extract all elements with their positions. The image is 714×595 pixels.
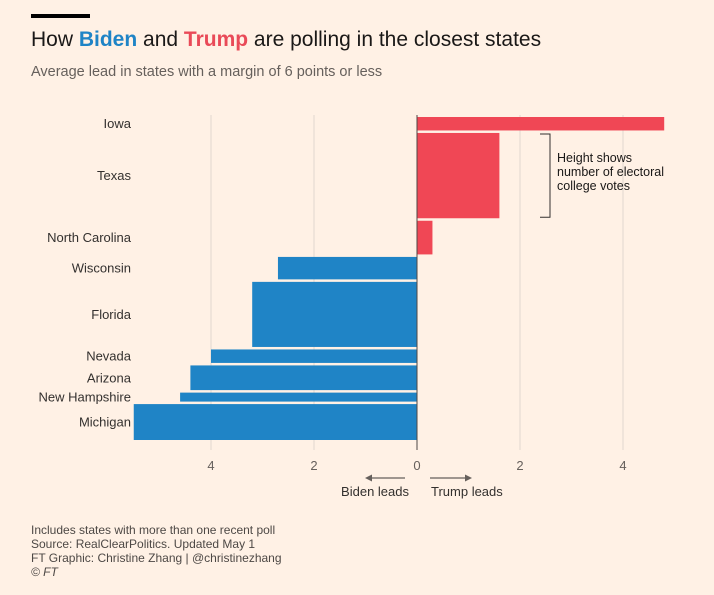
- category-label: New Hampshire: [39, 390, 131, 405]
- annotation-text: college votes: [557, 179, 630, 193]
- category-label: Wisconsin: [72, 261, 131, 276]
- x-tick-label: 4: [619, 458, 626, 473]
- category-label: Michigan: [79, 415, 131, 430]
- x-tick-label: 2: [310, 458, 317, 473]
- bar-arizona: [190, 365, 417, 391]
- footer-note: Includes states with more than one recen…: [31, 523, 276, 537]
- footer-credit: FT Graphic: Christine Zhang | @christine…: [31, 551, 282, 565]
- trump-arrow-head: [465, 474, 472, 482]
- category-label: Arizona: [87, 370, 132, 385]
- category-label: North Carolina: [47, 230, 132, 245]
- bar-texas: [417, 132, 500, 219]
- footer-source: Source: RealClearPolitics. Updated May 1: [31, 537, 256, 551]
- bar-nevada: [211, 349, 417, 363]
- annotation-text: number of electoral: [557, 165, 664, 179]
- bar-michigan: [133, 404, 417, 440]
- bar-florida: [252, 281, 417, 347]
- bar-new-hampshire: [180, 392, 417, 402]
- trump-leads-label: Trump leads: [431, 484, 503, 499]
- chart-subtitle: Average lead in states with a margin of …: [31, 64, 383, 80]
- footer-copyright: © FT: [31, 565, 58, 579]
- bar-north-carolina: [417, 220, 433, 255]
- x-tick-label: 4: [207, 458, 214, 473]
- bar-chart: Iowa Texas North Carolina Wisconsin Florida N…: [39, 115, 665, 499]
- annotation-text: Height shows: [557, 151, 632, 165]
- bar-wisconsin: [277, 256, 417, 280]
- x-tick-label: 2: [516, 458, 523, 473]
- x-tick-label: 0: [413, 458, 420, 473]
- chart-footer: Includes states with more than one recen…: [31, 523, 282, 579]
- annotation-bracket: [540, 133, 551, 218]
- bar-iowa: [417, 117, 665, 131]
- title-trump: Trump: [183, 28, 249, 51]
- category-label: Texas: [97, 168, 131, 183]
- category-label: Nevada: [86, 349, 132, 364]
- category-label: Iowa: [104, 116, 132, 131]
- biden-leads-label: Biden leads: [341, 484, 409, 499]
- title-biden: Biden: [78, 28, 138, 51]
- biden-arrow-head: [365, 474, 372, 482]
- chart-title: How Biden and Trump are polling in the c…: [31, 28, 542, 51]
- category-label: Florida: [91, 307, 132, 322]
- ft-top-bar: [31, 14, 90, 18]
